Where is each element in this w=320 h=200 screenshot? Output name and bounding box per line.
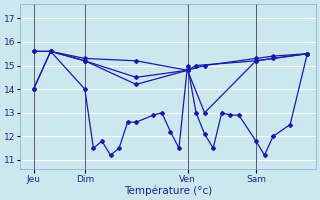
X-axis label: Température (°c): Température (°c)	[124, 185, 212, 196]
